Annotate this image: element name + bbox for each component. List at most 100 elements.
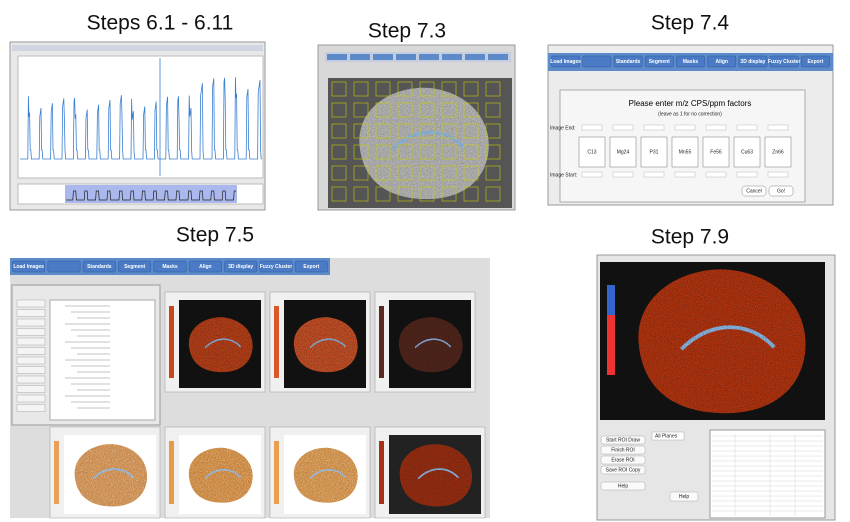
panel-title: Step 7.5: [176, 224, 254, 247]
input-field[interactable]: [674, 124, 696, 131]
colorbar: [169, 306, 174, 378]
roi-box: [353, 165, 369, 181]
input-field[interactable]: [736, 171, 758, 178]
dropdown[interactable]: [651, 431, 685, 441]
roi-box: [353, 144, 369, 160]
toolbar-button[interactable]: [769, 55, 799, 68]
roi-button[interactable]: [600, 435, 646, 445]
toolbar-button[interactable]: [47, 260, 81, 273]
brain-image: [292, 316, 359, 374]
side-button[interactable]: [16, 309, 46, 317]
roi-button[interactable]: [600, 445, 646, 455]
roi-box: [331, 81, 347, 97]
toolbar-button[interactable]: [12, 260, 46, 273]
side-button[interactable]: [16, 375, 46, 384]
toolbar-button[interactable]: [488, 54, 508, 60]
toolbar-button[interactable]: [82, 260, 116, 273]
toolbar-button[interactable]: [738, 55, 768, 68]
roi-box: [463, 186, 479, 202]
input-field[interactable]: [736, 124, 758, 131]
side-button[interactable]: [16, 347, 46, 355]
input-field[interactable]: [581, 171, 603, 178]
toolbar-button[interactable]: [350, 54, 370, 60]
roi-button[interactable]: [600, 481, 646, 491]
dialog-prompt: Please enter m/z CPS/ppm factors: [629, 99, 752, 108]
brain-image: [397, 316, 464, 374]
input-field[interactable]: [643, 124, 665, 131]
colorbar: [274, 441, 279, 504]
element-box: [609, 136, 637, 168]
roi-box: [419, 123, 435, 139]
panel-title: Step 7.3: [368, 20, 446, 43]
side-button[interactable]: [16, 404, 46, 412]
brain-image: [398, 443, 474, 508]
element-label: Fe56: [710, 149, 722, 155]
help-button-label: Help: [679, 494, 690, 500]
dialog-button[interactable]: [768, 185, 794, 197]
colorbar: [379, 306, 384, 378]
input-field[interactable]: [767, 124, 789, 131]
toolbar-button-label: 3D display: [740, 59, 765, 65]
input-field[interactable]: [767, 171, 789, 178]
roi-box: [485, 123, 501, 139]
dialog-hint: (leave as 1 for no correction): [658, 111, 722, 117]
side-button[interactable]: [16, 299, 46, 308]
toolbar-button[interactable]: [259, 260, 293, 273]
input-field[interactable]: [674, 171, 696, 178]
toolbar-button[interactable]: [419, 54, 439, 60]
side-button[interactable]: [16, 394, 46, 403]
roi-box: [419, 186, 435, 202]
roi-box: [397, 102, 413, 118]
input-field[interactable]: [581, 124, 603, 131]
dialog-button[interactable]: [741, 185, 767, 197]
input-field[interactable]: [705, 171, 727, 178]
toolbar-button[interactable]: [442, 54, 462, 60]
side-button[interactable]: [16, 318, 46, 327]
side-button[interactable]: [16, 366, 46, 374]
side-button[interactable]: [16, 337, 46, 346]
input-field[interactable]: [612, 124, 634, 131]
toolbar-button[interactable]: [676, 55, 705, 68]
roi-box: [375, 165, 391, 181]
field-label: Image Start:: [550, 172, 577, 178]
toolbar-button[interactable]: [801, 55, 830, 68]
roi-box: [463, 102, 479, 118]
input-field[interactable]: [612, 171, 634, 178]
toolbar-button[interactable]: [294, 260, 328, 273]
toolbar-button[interactable]: [373, 54, 393, 60]
toolbar-button-label: Export: [807, 59, 823, 65]
roi-box: [485, 144, 501, 160]
side-button[interactable]: [16, 328, 46, 336]
input-field[interactable]: [643, 171, 665, 178]
panel-segmentation: [317, 44, 516, 211]
toolbar-button[interactable]: [551, 55, 580, 68]
toolbar-button-label: Segment: [124, 264, 145, 270]
element-label: Zn66: [772, 149, 784, 155]
help-button[interactable]: [669, 491, 699, 502]
brain-image: [187, 316, 254, 374]
roi-button[interactable]: [600, 455, 646, 465]
toolbar-button[interactable]: [118, 260, 152, 273]
toolbar-button[interactable]: [582, 55, 612, 68]
colorbar: [54, 441, 59, 504]
roi-box: [419, 81, 435, 97]
input-field[interactable]: [705, 124, 727, 131]
toolbar-button[interactable]: [327, 54, 347, 60]
toolbar-button[interactable]: [396, 54, 416, 60]
brain-image: [187, 446, 254, 504]
roi-button[interactable]: [600, 465, 646, 475]
side-button[interactable]: [16, 356, 46, 365]
toolbar-button[interactable]: [707, 55, 737, 68]
toolbar-button[interactable]: [224, 260, 258, 273]
roi-box: [397, 186, 413, 202]
toolbar-button[interactable]: [188, 260, 222, 273]
side-button[interactable]: [16, 385, 46, 393]
colorbar: [379, 441, 384, 504]
toolbar-button[interactable]: [465, 54, 485, 60]
toolbar-button[interactable]: [644, 55, 674, 68]
toolbar-button[interactable]: [613, 55, 643, 68]
roi-box: [353, 102, 369, 118]
toolbar-button[interactable]: [153, 260, 187, 273]
toolbar-button-label: Export: [303, 264, 319, 270]
